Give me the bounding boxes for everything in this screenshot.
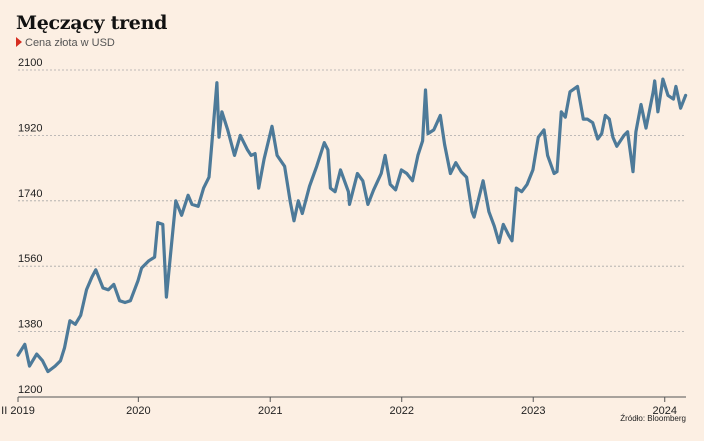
y-tick-label: 1920 (18, 122, 42, 134)
y-axis-ticks: 1200 1380 1560 1740 1920 2100 (18, 57, 42, 396)
y-tick-label: 1740 (18, 188, 42, 200)
x-tick-label: 2023 (521, 405, 545, 417)
x-axis-ticks: II 2019 2020 2021 2022 2023 2024 (1, 397, 677, 417)
y-tick-label: 2100 (18, 57, 42, 69)
source-note: Źródło: Bloomberg (620, 414, 686, 423)
chart-title: Męczący trend (16, 12, 168, 34)
x-tick-label: 2020 (126, 405, 150, 417)
series-line (16, 77, 688, 374)
x-tick-label: 2022 (389, 405, 413, 417)
y-tick-label: 1200 (18, 384, 42, 396)
chart-subtitle: Cena złota w USD (16, 37, 115, 49)
x-tick-label: 2021 (258, 405, 282, 417)
red-triangle-icon (16, 37, 22, 47)
x-tick-label: 2024 (653, 405, 677, 417)
y-tick-label: 1560 (18, 253, 42, 265)
x-tick-label: II 2019 (1, 405, 35, 417)
y-tick-label: 1380 (18, 319, 42, 331)
series-group (16, 77, 688, 374)
chart-subtitle-text: Cena złota w USD (25, 37, 115, 49)
